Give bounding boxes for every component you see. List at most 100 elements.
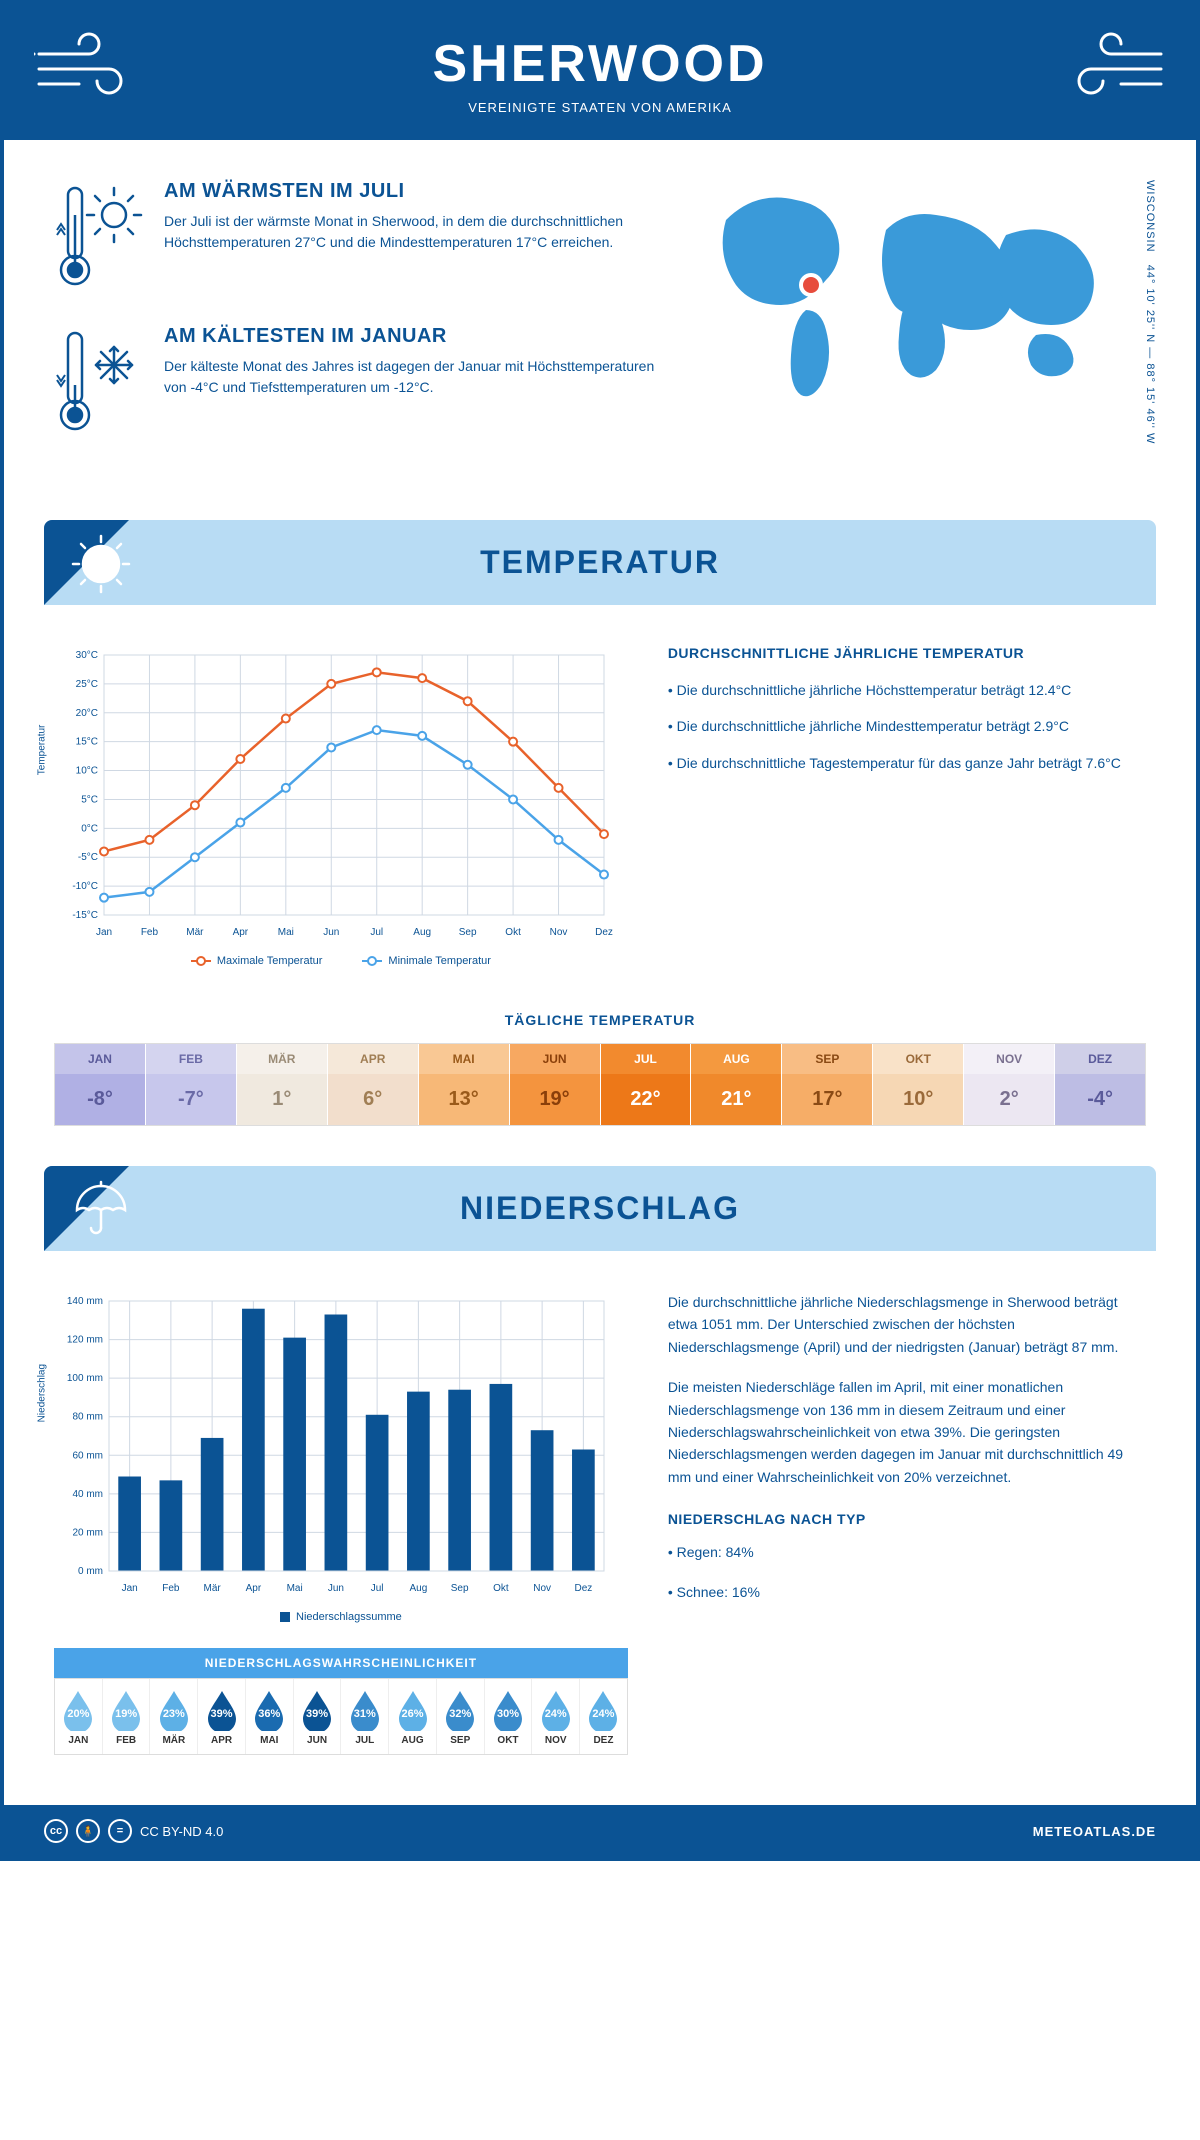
footer: cc 🧍 = CC BY-ND 4.0 METEOATLAS.DE [4, 1805, 1196, 1857]
prob-cell: 24%DEZ [580, 1679, 627, 1754]
svg-text:0°C: 0°C [81, 823, 98, 834]
warmest-text: Der Juli ist der wärmste Monat in Sherwo… [164, 211, 676, 253]
svg-text:Sep: Sep [459, 927, 477, 938]
svg-text:Nov: Nov [550, 927, 568, 938]
precip-bar-chart: Niederschlag 0 mm20 mm40 mm60 mm80 mm100… [54, 1291, 614, 1601]
daily-cell: APR6° [328, 1044, 419, 1125]
map-block: WISCONSIN 44° 10' 25'' N — 88° 15' 46'' … [706, 180, 1146, 470]
wind-icon [1046, 24, 1166, 109]
svg-text:Jan: Jan [96, 927, 112, 938]
svg-text:Jan: Jan [122, 1583, 138, 1594]
nd-icon: = [108, 1819, 132, 1843]
svg-text:Okt: Okt [493, 1583, 509, 1594]
wind-icon [34, 24, 154, 109]
svg-text:Jun: Jun [328, 1583, 344, 1594]
daily-cell: AUG21° [691, 1044, 782, 1125]
precip-type-item: • Regen: 84% [668, 1541, 1146, 1563]
license-block: cc 🧍 = CC BY-ND 4.0 [44, 1819, 223, 1843]
prob-cell: 26%AUG [389, 1679, 437, 1754]
probability-title: NIEDERSCHLAGSWAHRSCHEINLICHKEIT [54, 1648, 628, 1678]
daily-cell: JUL22° [601, 1044, 692, 1125]
cc-icon: cc [44, 1819, 68, 1843]
svg-text:Mai: Mai [287, 1583, 303, 1594]
temp-section-header: TEMPERATUR [44, 520, 1156, 605]
daily-cell: NOV2° [964, 1044, 1055, 1125]
sun-icon [69, 532, 134, 602]
thermometer-hot-icon [54, 180, 144, 295]
prob-cell: 30%OKT [485, 1679, 533, 1754]
by-icon: 🧍 [76, 1819, 100, 1843]
warmest-title: AM WÄRMSTEN IM JULI [164, 180, 676, 203]
warmest-block: AM WÄRMSTEN IM JULI Der Juli ist der wär… [54, 180, 676, 295]
map-marker-icon [801, 275, 821, 295]
svg-text:20°C: 20°C [76, 708, 98, 719]
svg-text:Nov: Nov [533, 1583, 551, 1594]
svg-text:20 mm: 20 mm [72, 1527, 103, 1538]
svg-text:Apr: Apr [246, 1583, 262, 1594]
precip-section-title: NIEDERSCHLAG [460, 1190, 740, 1227]
precip-chart-legend: Niederschlagssumme [54, 1611, 628, 1623]
license-text: CC BY-ND 4.0 [140, 1824, 223, 1839]
temp-section-title: TEMPERATUR [480, 544, 720, 581]
thermometer-cold-icon [54, 325, 144, 440]
svg-text:120 mm: 120 mm [67, 1335, 103, 1346]
prob-cell: 23%MÄR [150, 1679, 198, 1754]
temp-facts: DURCHSCHNITTLICHE JÄHRLICHE TEMPERATUR •… [668, 645, 1146, 967]
prob-cell: 39%APR [198, 1679, 246, 1754]
coldest-title: AM KÄLTESTEN IM JANUAR [164, 325, 676, 348]
temp-line-chart: Temperatur -15°C-10°C-5°C0°C5°C10°C15°C2… [54, 645, 628, 967]
page-subtitle: VEREINIGTE STAATEN VON AMERIKA [4, 100, 1196, 115]
svg-text:Feb: Feb [162, 1583, 180, 1594]
svg-text:Okt: Okt [505, 927, 521, 938]
svg-text:Feb: Feb [141, 927, 159, 938]
daily-cell: DEZ-4° [1055, 1044, 1145, 1125]
prob-cell: 20%JAN [55, 1679, 103, 1754]
coldest-block: AM KÄLTESTEN IM JANUAR Der kälteste Mona… [54, 325, 676, 440]
umbrella-icon [69, 1178, 129, 1243]
temp-fact: • Die durchschnittliche Tagestemperatur … [668, 752, 1146, 774]
header: SHERWOOD VEREINIGTE STAATEN VON AMERIKA [4, 4, 1196, 140]
svg-text:Dez: Dez [595, 927, 613, 938]
temp-facts-title: DURCHSCHNITTLICHE JÄHRLICHE TEMPERATUR [668, 645, 1146, 661]
svg-text:0 mm: 0 mm [78, 1566, 103, 1577]
prob-cell: 31%JUL [341, 1679, 389, 1754]
svg-text:Mai: Mai [278, 927, 294, 938]
precip-para: Die durchschnittliche jährliche Niedersc… [668, 1291, 1146, 1358]
precip-section-header: NIEDERSCHLAG [44, 1166, 1156, 1251]
svg-text:Jul: Jul [371, 1583, 384, 1594]
prob-cell: 19%FEB [103, 1679, 151, 1754]
svg-text:Mär: Mär [186, 927, 204, 938]
svg-text:80 mm: 80 mm [72, 1412, 103, 1423]
daily-cell: JUN19° [510, 1044, 601, 1125]
precip-text: Die durchschnittliche jährliche Niedersc… [668, 1291, 1146, 1755]
daily-cell: JAN-8° [55, 1044, 146, 1125]
daily-cell: MÄR1° [237, 1044, 328, 1125]
daily-cell: OKT10° [873, 1044, 964, 1125]
svg-text:Dez: Dez [574, 1583, 592, 1594]
svg-text:Aug: Aug [409, 1583, 427, 1594]
page-title: SHERWOOD [4, 34, 1196, 94]
daily-cell: FEB-7° [146, 1044, 237, 1125]
svg-text:Sep: Sep [451, 1583, 469, 1594]
svg-text:Mär: Mär [204, 1583, 222, 1594]
svg-text:Jun: Jun [323, 927, 339, 938]
svg-text:25°C: 25°C [76, 679, 98, 690]
coords-label: WISCONSIN 44° 10' 25'' N — 88° 15' 46'' … [1144, 180, 1156, 444]
page: SHERWOOD VEREINIGTE STAATEN VON AMERIKA … [0, 0, 1200, 1861]
svg-text:15°C: 15°C [76, 737, 98, 748]
intro-section: AM WÄRMSTEN IM JULI Der Juli ist der wär… [4, 140, 1196, 500]
y-axis-label: Niederschlag [37, 1364, 48, 1422]
daily-temp-strip: JAN-8°FEB-7°MÄR1°APR6°MAI13°JUN19°JUL22°… [54, 1043, 1146, 1126]
svg-text:60 mm: 60 mm [72, 1450, 103, 1461]
prob-cell: 39%JUN [294, 1679, 342, 1754]
svg-text:Aug: Aug [413, 927, 431, 938]
y-axis-label: Temperatur [37, 725, 48, 776]
prob-cell: 24%NOV [532, 1679, 580, 1754]
svg-text:40 mm: 40 mm [72, 1489, 103, 1500]
svg-text:-15°C: -15°C [72, 910, 98, 921]
svg-text:140 mm: 140 mm [67, 1296, 103, 1307]
temp-fact: • Die durchschnittliche jährliche Mindes… [668, 715, 1146, 737]
svg-text:5°C: 5°C [81, 794, 98, 805]
daily-temp-title: TÄGLICHE TEMPERATUR [4, 1012, 1196, 1028]
prob-cell: 36%MAI [246, 1679, 294, 1754]
